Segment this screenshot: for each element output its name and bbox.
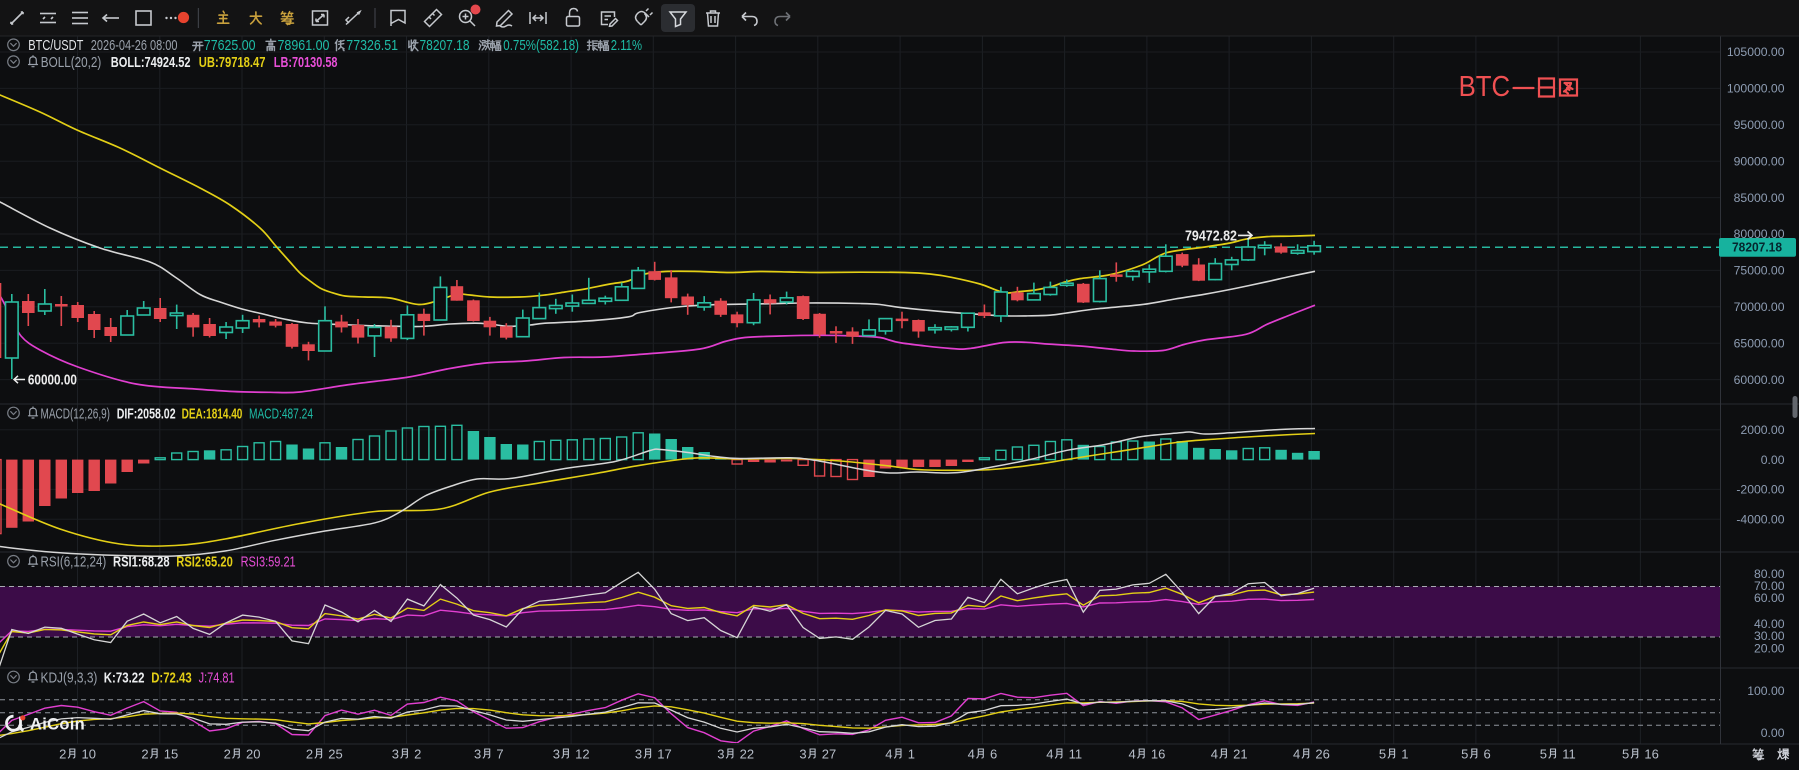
- svg-text:78207.18: 78207.18: [1732, 240, 1782, 255]
- svg-text:BTC: BTC: [1459, 71, 1511, 103]
- svg-text:BTC/USDT: BTC/USDT: [28, 37, 83, 54]
- svg-text:5: 5: [1461, 747, 1468, 762]
- svg-text:-4000.00: -4000.00: [1736, 512, 1784, 526]
- svg-text:75000.00: 75000.00: [1734, 264, 1785, 278]
- svg-text:3: 3: [717, 747, 724, 762]
- svg-text:27: 27: [822, 747, 836, 762]
- svg-text:3: 3: [635, 747, 642, 762]
- svg-text:RSI1:68.28: RSI1:68.28: [113, 555, 170, 571]
- svg-text:2: 2: [59, 747, 66, 762]
- svg-text:RSI(6,12,24): RSI(6,12,24): [41, 555, 107, 571]
- svg-text:78961.00: 78961.00: [278, 38, 330, 54]
- svg-text:RSI3:59.21: RSI3:59.21: [241, 555, 296, 571]
- svg-text:20: 20: [246, 747, 260, 762]
- svg-text:-2000.00: -2000.00: [1736, 483, 1784, 497]
- svg-text:4: 4: [1293, 747, 1300, 762]
- svg-text:0.75%(582.18): 0.75%(582.18): [503, 38, 579, 54]
- svg-text:DIF:2058.02: DIF:2058.02: [117, 406, 176, 422]
- svg-text:AiCoin: AiCoin: [30, 716, 85, 734]
- svg-text:60000.00: 60000.00: [28, 372, 77, 388]
- svg-text:3: 3: [392, 747, 399, 762]
- svg-text:90000.00: 90000.00: [1734, 154, 1785, 168]
- svg-text:BOLL(20,2): BOLL(20,2): [41, 55, 102, 71]
- svg-text:77326.51: 77326.51: [346, 38, 398, 54]
- svg-text:26: 26: [1315, 747, 1329, 762]
- svg-text:MACD:487.24: MACD:487.24: [249, 406, 313, 422]
- svg-text:DEA:1814.40: DEA:1814.40: [182, 406, 243, 422]
- svg-text:60000.00: 60000.00: [1734, 373, 1785, 387]
- svg-text:0.00: 0.00: [1761, 453, 1785, 467]
- svg-text:1: 1: [1401, 747, 1408, 762]
- svg-text:15: 15: [164, 747, 178, 762]
- svg-text:95000.00: 95000.00: [1734, 118, 1785, 132]
- svg-text:1: 1: [908, 747, 915, 762]
- svg-text:5: 5: [1622, 747, 1629, 762]
- svg-text:16: 16: [1151, 747, 1165, 762]
- svg-text:77625.00: 77625.00: [204, 38, 256, 54]
- svg-text:6: 6: [1484, 747, 1491, 762]
- svg-text:22: 22: [740, 747, 754, 762]
- svg-text:BOLL:74924.52: BOLL:74924.52: [111, 55, 191, 71]
- svg-text:17: 17: [657, 747, 671, 762]
- svg-text:3: 3: [553, 747, 560, 762]
- svg-text:79472.82: 79472.82: [1185, 228, 1237, 244]
- svg-text:3: 3: [474, 747, 481, 762]
- svg-text:2026-04-26 08:00: 2026-04-26 08:00: [91, 38, 178, 54]
- svg-text:2: 2: [224, 747, 231, 762]
- svg-text:6: 6: [990, 747, 997, 762]
- svg-text:80000.00: 80000.00: [1734, 227, 1785, 241]
- svg-text:2: 2: [414, 747, 421, 762]
- svg-text:KDJ(9,3,3): KDJ(9,3,3): [41, 670, 98, 686]
- svg-text:4: 4: [1046, 747, 1053, 762]
- svg-text:10: 10: [82, 747, 96, 762]
- svg-text:J:74.81: J:74.81: [199, 670, 235, 686]
- svg-text:2: 2: [141, 747, 148, 762]
- svg-text:80.00: 80.00: [1754, 567, 1785, 581]
- svg-text:30.00: 30.00: [1754, 629, 1785, 643]
- svg-text:5: 5: [1379, 747, 1386, 762]
- svg-text:MACD(12,26,9): MACD(12,26,9): [41, 406, 111, 422]
- svg-text:D:72.43: D:72.43: [151, 670, 192, 686]
- svg-text:40.00: 40.00: [1754, 617, 1785, 631]
- svg-text:60.00: 60.00: [1754, 591, 1785, 605]
- svg-text:25: 25: [328, 747, 342, 762]
- svg-text:RSI2:65.20: RSI2:65.20: [176, 555, 233, 571]
- svg-text:2: 2: [306, 747, 313, 762]
- svg-text:20.00: 20.00: [1754, 641, 1785, 655]
- svg-text:100000.00: 100000.00: [1727, 82, 1785, 96]
- svg-text:11: 11: [1562, 747, 1576, 762]
- svg-text:7: 7: [496, 747, 503, 762]
- svg-text:4: 4: [1211, 747, 1218, 762]
- svg-text:2000.00: 2000.00: [1740, 423, 1784, 437]
- svg-text:4: 4: [1129, 747, 1136, 762]
- svg-text:4: 4: [885, 747, 892, 762]
- svg-text:85000.00: 85000.00: [1734, 191, 1785, 205]
- svg-text:21: 21: [1233, 747, 1247, 762]
- svg-text:5: 5: [1540, 747, 1547, 762]
- svg-text:105000.00: 105000.00: [1727, 45, 1785, 59]
- svg-text:12: 12: [575, 747, 589, 762]
- svg-text:70000.00: 70000.00: [1734, 300, 1785, 314]
- svg-text:UB:79718.47: UB:79718.47: [199, 55, 266, 71]
- svg-text:16: 16: [1644, 747, 1658, 762]
- svg-text:K:73.22: K:73.22: [104, 670, 145, 686]
- svg-text:LB:70130.58: LB:70130.58: [274, 55, 338, 71]
- svg-text:100.00: 100.00: [1747, 684, 1784, 698]
- svg-text:0.00: 0.00: [1761, 726, 1785, 740]
- svg-text:2.11%: 2.11%: [611, 38, 642, 54]
- svg-text:65000.00: 65000.00: [1734, 336, 1785, 350]
- svg-text:78207.18: 78207.18: [420, 38, 470, 54]
- svg-text:70.00: 70.00: [1754, 579, 1785, 593]
- svg-text:3: 3: [799, 747, 806, 762]
- svg-text:11: 11: [1069, 747, 1083, 762]
- svg-text:4: 4: [968, 747, 975, 762]
